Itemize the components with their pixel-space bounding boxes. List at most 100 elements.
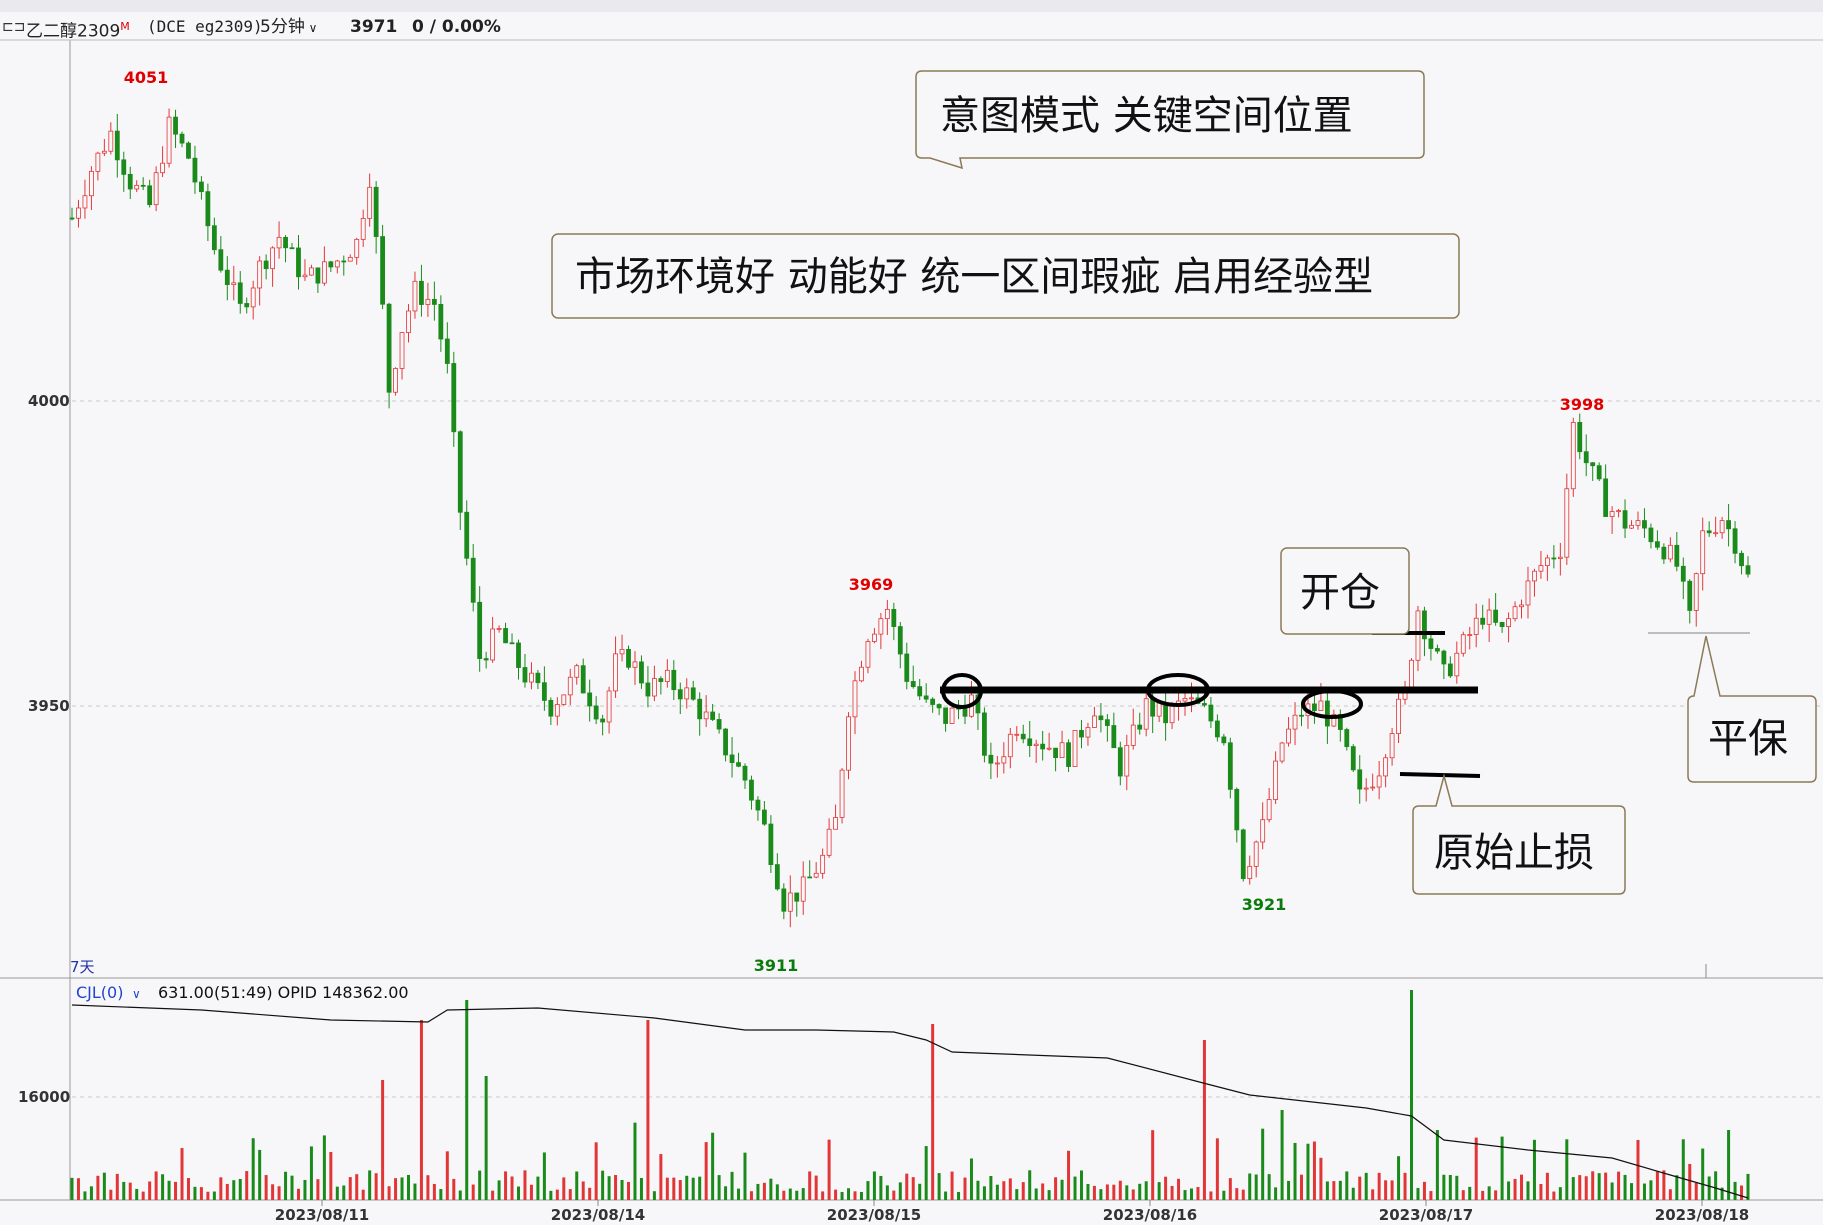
candle-body — [884, 608, 890, 620]
volume-bar — [1623, 1174, 1627, 1200]
candle-body — [1447, 663, 1453, 677]
volume-bar — [1675, 1175, 1679, 1200]
volume-bar — [361, 1189, 365, 1200]
volume-bar — [1461, 1190, 1465, 1200]
price-grid — [72, 400, 1823, 1098]
volume-bar — [1280, 1110, 1284, 1200]
volume-bar — [419, 1020, 423, 1200]
candle-body — [127, 173, 133, 190]
volume-bar — [1202, 1040, 1206, 1200]
candle-body — [1596, 465, 1602, 480]
volume-bar — [497, 1180, 501, 1200]
candle-body — [1577, 422, 1583, 453]
volume-bar — [801, 1188, 805, 1200]
candle-body — [386, 303, 392, 393]
candle-body — [425, 298, 431, 305]
period-selector[interactable]: 5分钟 ∨ — [260, 17, 318, 37]
candle-body — [749, 779, 754, 801]
volume-bar — [251, 1138, 255, 1200]
volume-bar — [1261, 1128, 1265, 1200]
volume-bar — [1002, 1181, 1006, 1200]
volume-bar — [284, 1171, 288, 1200]
candle-body — [846, 716, 851, 771]
volume-bar — [1248, 1173, 1252, 1200]
volume-bar — [555, 1189, 559, 1200]
volume-bar — [1008, 1178, 1012, 1200]
volume-bar — [639, 1177, 643, 1200]
volume-bar — [847, 1188, 851, 1200]
volume-bar — [1319, 1157, 1323, 1200]
candle-body — [496, 628, 502, 630]
volume-bar — [1293, 1142, 1297, 1200]
volume-bar — [1740, 1185, 1744, 1200]
volume-bar — [542, 1152, 546, 1200]
candle-body — [574, 665, 580, 678]
volume-bar — [141, 1191, 145, 1200]
candle-body — [147, 185, 153, 206]
symbol-name[interactable]: 乙二醇2309M — [26, 20, 130, 42]
candle-body — [1227, 742, 1233, 790]
volume-bar — [931, 1024, 935, 1200]
volume-bar — [1047, 1190, 1051, 1200]
volume-bar — [1345, 1171, 1349, 1200]
candle-body — [1098, 715, 1104, 721]
candle-body — [774, 864, 780, 890]
candle-body — [76, 207, 81, 219]
candle-body — [1001, 756, 1007, 764]
volume-bar — [504, 1171, 508, 1200]
candle-body — [1609, 511, 1615, 517]
volume-bar — [853, 1191, 857, 1200]
volume-bar — [1325, 1181, 1329, 1200]
candle-body — [1616, 510, 1621, 513]
volume-bar — [1021, 1182, 1025, 1200]
volume-bar — [950, 1171, 954, 1200]
volume-bar — [749, 1191, 753, 1200]
volume-bar — [1092, 1185, 1096, 1200]
chevron-down-icon[interactable]: ∨ — [132, 987, 141, 1001]
candle-body — [483, 658, 489, 661]
volume-bar — [678, 1180, 682, 1200]
candle-body — [283, 236, 288, 249]
candle-body — [380, 236, 386, 305]
volume-bar — [225, 1183, 229, 1200]
volume-bar — [193, 1186, 197, 1200]
volume-bar — [808, 1171, 812, 1200]
candle-body — [878, 618, 884, 635]
candle-body — [1202, 703, 1207, 706]
candle-body — [231, 282, 237, 286]
volume-bar — [1189, 1188, 1193, 1200]
volume-bar — [1041, 1183, 1045, 1200]
candle-body — [140, 184, 146, 187]
candle-body — [95, 152, 101, 172]
volume-bar — [814, 1175, 818, 1200]
volume-bar — [1481, 1190, 1485, 1200]
volume-bar — [413, 1183, 417, 1200]
volume-bar — [1338, 1180, 1342, 1200]
candle-body — [451, 363, 457, 433]
volume-bar — [1086, 1183, 1090, 1200]
volume-bar — [523, 1170, 527, 1200]
candle-body — [1622, 510, 1628, 529]
volume-series — [70, 990, 1750, 1200]
candle-body — [567, 676, 573, 696]
volume-bar — [1442, 1174, 1446, 1200]
candle-body — [1124, 745, 1130, 777]
volume-bar — [1571, 1177, 1575, 1200]
volume-bar — [1079, 1170, 1083, 1200]
candle-body — [160, 162, 165, 174]
link-icon[interactable]: ⊏⊐ — [2, 19, 26, 35]
volume-bar — [271, 1184, 275, 1200]
candle-body — [872, 633, 877, 642]
manual-drawings — [940, 631, 1750, 778]
candle-body — [1532, 570, 1537, 582]
volume-bar — [594, 1142, 598, 1200]
volume-indicator-name[interactable]: CJL(0) — [76, 983, 123, 1002]
volume-bar — [484, 1076, 488, 1200]
candle-body — [1214, 720, 1220, 738]
volume-bar — [549, 1190, 553, 1200]
volume-bar — [911, 1177, 915, 1200]
volume-bar — [394, 1178, 398, 1200]
candle-body — [490, 628, 496, 661]
volume-bar — [1526, 1181, 1530, 1200]
